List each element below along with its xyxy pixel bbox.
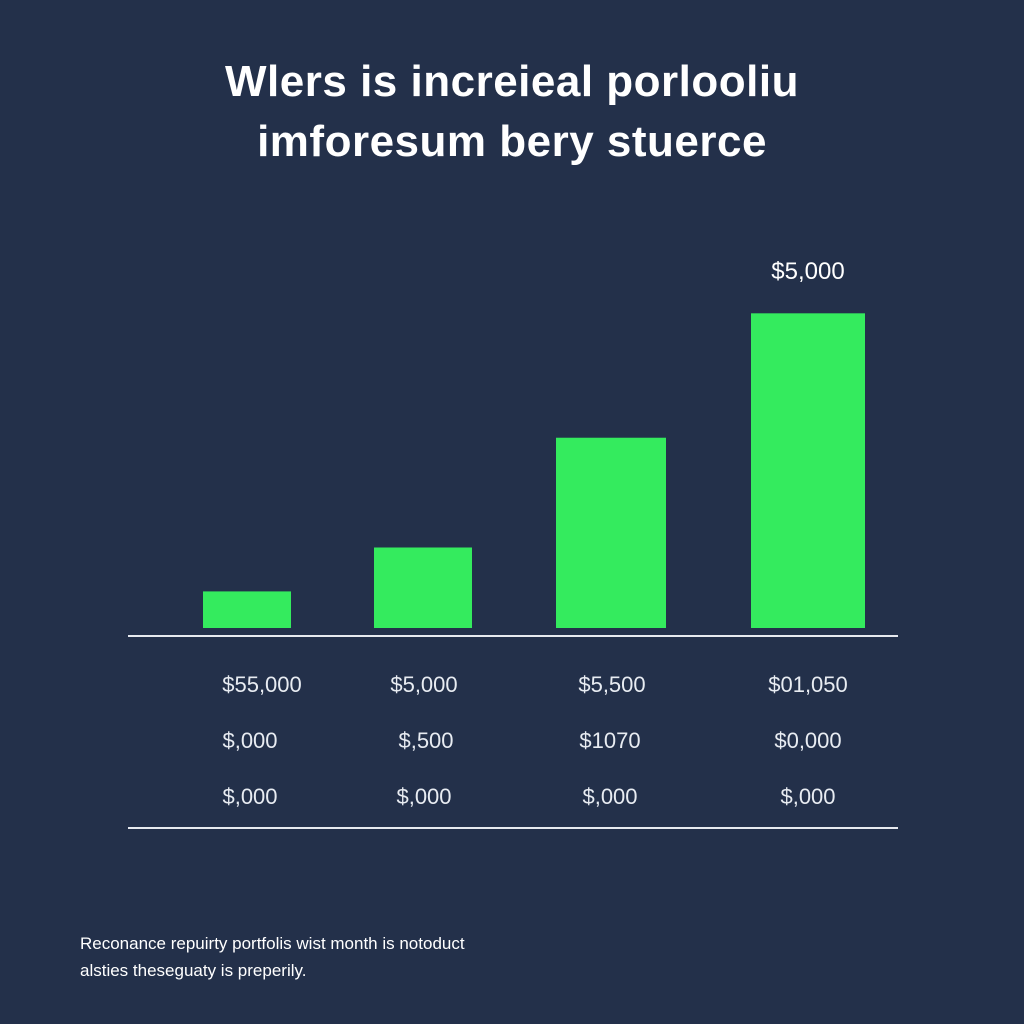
value-cell: $,000 <box>780 784 836 809</box>
footnote: Reconance repuirty portfolis wist month … <box>80 930 780 984</box>
bar-4 <box>751 313 865 628</box>
chart-title-line-1: Wlers is increieal porlooliu <box>225 57 799 106</box>
top-value-label: $5,000 <box>771 258 844 285</box>
value-row-2: $,000 $,500 $1070 $0,000 <box>128 728 898 758</box>
value-cell: $01,050 <box>768 672 848 697</box>
value-row-3: $,000 $,000 $,000 $,000 <box>128 784 898 814</box>
footnote-line-1: Reconance repuirty portfolis wist month … <box>80 934 465 953</box>
value-cell: $,000 <box>582 784 638 809</box>
value-cell: $,000 <box>222 728 278 753</box>
value-cell: $,000 <box>222 784 278 809</box>
value-row-1: $55,000 $5,000 $5,500 $01,050 <box>128 672 898 702</box>
value-cell: $0,000 <box>774 728 842 753</box>
chart-title-line-2: imforesum bery stuerce <box>257 117 767 166</box>
value-cell: $,000 <box>396 784 452 809</box>
value-cell: $,500 <box>398 728 454 753</box>
bar-2 <box>374 547 472 628</box>
footnote-line-2: alsties theseguaty is preperily. <box>80 961 307 980</box>
value-cell: $1070 <box>579 728 641 753</box>
value-cell: $5,500 <box>578 672 646 697</box>
value-cell: $5,000 <box>390 672 458 697</box>
bar-1 <box>203 591 291 628</box>
value-cell: $55,000 <box>222 672 302 697</box>
chart-title: Wlers is increieal porlooliu imforesum b… <box>0 52 1024 172</box>
bar-3 <box>556 437 666 628</box>
